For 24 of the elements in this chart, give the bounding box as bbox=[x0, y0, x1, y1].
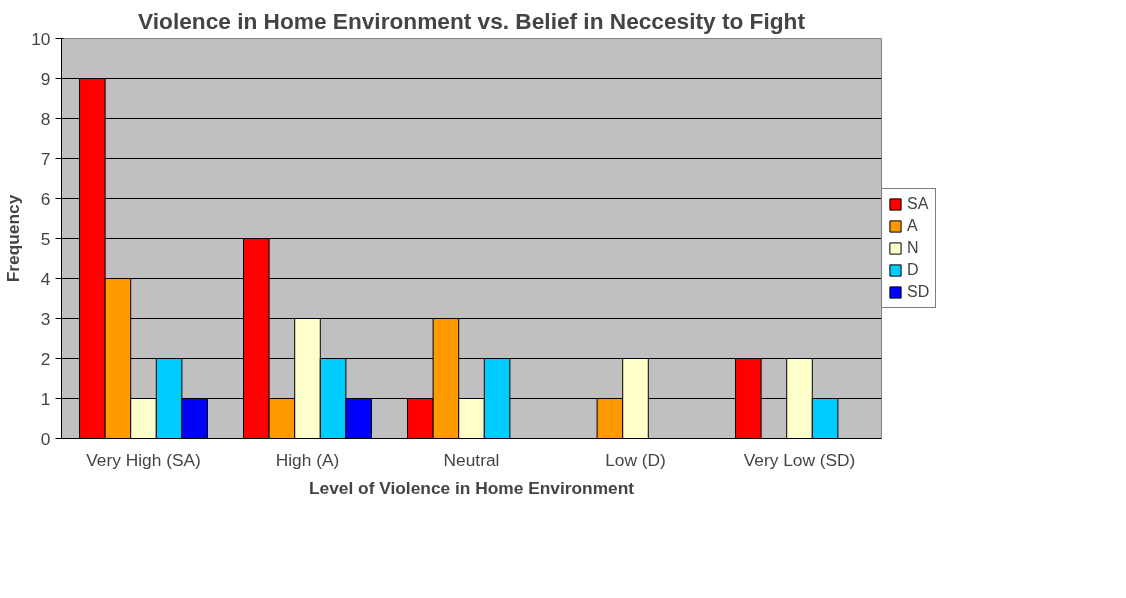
y-tick-label: 4 bbox=[40, 268, 51, 289]
y-tick-label: 2 bbox=[40, 348, 51, 369]
x-tick-label: Low (D) bbox=[605, 449, 666, 470]
y-tick-label: 10 bbox=[31, 28, 51, 49]
y-tick-label: 5 bbox=[40, 228, 51, 249]
y-tick-label: 8 bbox=[40, 108, 51, 129]
y-tick-label: 0 bbox=[40, 428, 51, 449]
x-tick-label: Neutral bbox=[443, 449, 500, 470]
x-tick-label: High (A) bbox=[275, 449, 340, 470]
y-axis-title: Frequency bbox=[3, 194, 24, 283]
y-tick-label: 6 bbox=[40, 188, 51, 209]
legend-label: A bbox=[907, 217, 919, 235]
x-tick-label: Very Low (SD) bbox=[743, 449, 856, 470]
legend-label: D bbox=[907, 261, 920, 279]
legend-label: SD bbox=[907, 283, 930, 301]
legend-label: N bbox=[907, 239, 920, 257]
x-axis-title: Level of Violence in Home Environment bbox=[308, 477, 635, 498]
chart-title: Violence in Home Environment vs. Belief in Neccesity to Fight bbox=[138, 7, 806, 34]
y-tick-label: 1 bbox=[40, 388, 51, 409]
y-tick-label: 7 bbox=[40, 148, 51, 169]
y-tick-label: 9 bbox=[40, 68, 51, 89]
x-tick-label: Very High (SA) bbox=[86, 449, 201, 470]
y-tick-label: 3 bbox=[40, 308, 51, 329]
legend-label: SA bbox=[907, 195, 929, 213]
